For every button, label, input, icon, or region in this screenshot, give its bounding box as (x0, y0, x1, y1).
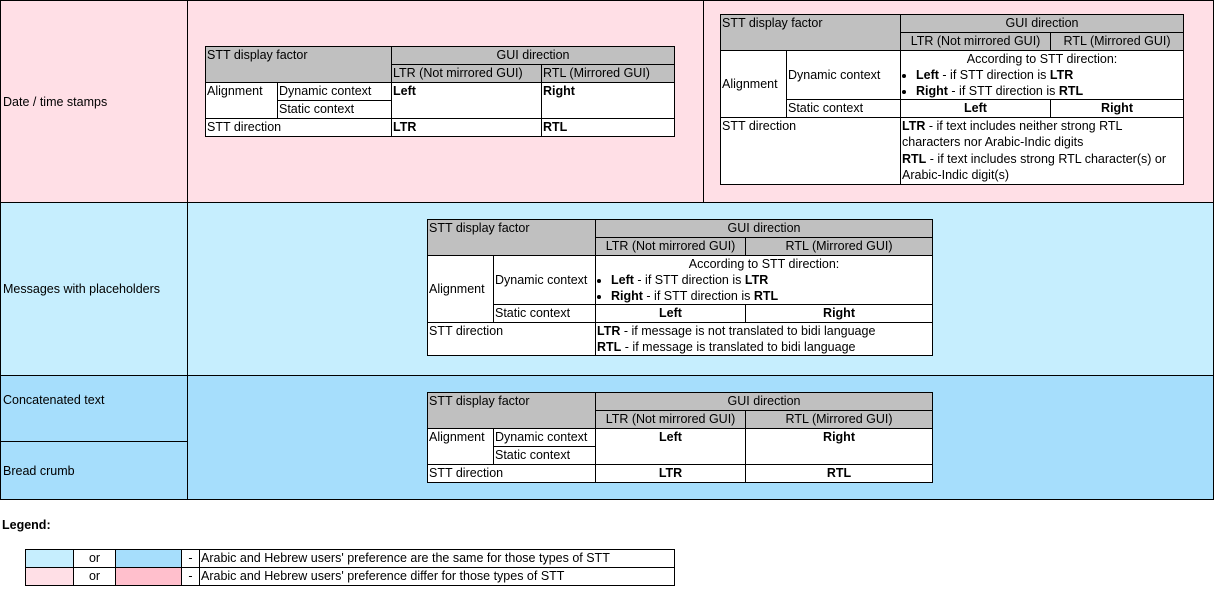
cell-left: Left (900, 99, 1052, 118)
section-divider (703, 0, 704, 202)
legend-same-text: Arabic and Hebrew users' preference are … (199, 549, 675, 568)
static-label: Static context (492, 446, 597, 465)
direction-rule: LTR - if text includes neither strong RT… (900, 117, 1185, 185)
cell-rtl: RTL (541, 118, 676, 137)
swatch-blue-dark (115, 549, 182, 568)
direction-rule: LTR - if message is not translated to bi… (595, 322, 934, 356)
row-label-text: Messages with placeholders (3, 282, 161, 296)
header-factor: STT display factor (204, 46, 393, 83)
header-gui: GUI direction (595, 219, 934, 238)
legend-dash: - (181, 567, 200, 586)
cell-right: Right (1050, 99, 1185, 118)
rule-left: Left - if STT direction is LTR (916, 67, 1182, 83)
dynamic-rule: According to STT direction: Left - if ST… (595, 255, 934, 305)
direction-label: STT direction (719, 117, 902, 185)
row-label-concat: Concatenated text (0, 375, 188, 442)
direction-label: STT direction (426, 464, 597, 483)
swatch-blue-light (25, 549, 74, 568)
static-label: Static context (785, 99, 902, 118)
legend-dash: - (181, 549, 200, 568)
header-gui: GUI direction (391, 46, 676, 65)
row-label-breadcrumb: Bread crumb (0, 441, 188, 500)
cell-left: Left (595, 428, 747, 465)
row-label-text: Concatenated text (3, 393, 105, 407)
dynamic-rule: According to STT direction: Left - if ST… (900, 50, 1185, 100)
legend-or: or (73, 549, 116, 568)
legend-differ-text: Arabic and Hebrew users' preference diff… (199, 567, 675, 586)
datetime-table-text: STT display factor GUI direction LTR (Not… (719, 14, 1185, 185)
static-label: Static context (276, 100, 393, 119)
dynamic-label: Dynamic context (492, 428, 597, 447)
static-label: Static context (492, 304, 597, 323)
header-rtl: RTL (Mirrored GUI) (745, 237, 934, 256)
legend-table: or - Arabic and Hebrew users' preference a… (25, 549, 675, 586)
concat-table: STT display factor GUI direction LTR (Not… (426, 392, 934, 483)
dynamic-label: Dynamic context (492, 255, 597, 305)
row-label-datetime: Date / time stamps (0, 0, 188, 203)
messages-table: STT display factor GUI direction LTR (Not… (426, 219, 934, 356)
legend-or: or (73, 567, 116, 586)
direction-label: STT direction (204, 118, 393, 137)
header-factor: STT display factor (426, 392, 597, 429)
header-ltr: LTR (Not mirrored GUI) (595, 410, 747, 429)
alignment-label: Alignment (205, 82, 278, 119)
dynamic-intro: According to STT direction: (688, 257, 840, 271)
dynamic-label: Dynamic context (276, 82, 393, 101)
header-rtl: RTL (Mirrored GUI) (541, 64, 676, 83)
datetime-table-mobile: STT display factor GUI direction LTR (Not… (204, 46, 676, 137)
header-rtl: RTL (Mirrored GUI) (1050, 32, 1185, 51)
header-ltr: LTR (Not mirrored GUI) (595, 237, 747, 256)
row-label-text: Date / time stamps (3, 94, 108, 109)
rule-left: Left - if STT direction is LTR (611, 272, 931, 288)
row-label-text: Bread crumb (3, 463, 75, 478)
alignment-label: Alignment (427, 428, 494, 465)
header-rtl: RTL (Mirrored GUI) (745, 410, 934, 429)
row-label-messages: Messages with placeholders (0, 202, 188, 376)
cell-right: Right (541, 82, 676, 119)
cell-right: Right (745, 304, 934, 323)
legend-row-same: or - Arabic and Hebrew users' preference a… (25, 549, 675, 568)
direction-label: STT direction (426, 322, 597, 356)
alignment-label: Alignment (427, 255, 494, 323)
header-ltr: LTR (Not mirrored GUI) (391, 64, 543, 83)
rule-right: Right - if STT direction is RTL (916, 83, 1182, 99)
cell-right: Right (745, 428, 934, 465)
legend-title: Legend: (2, 518, 51, 532)
swatch-pink-light (25, 567, 74, 586)
header-factor: STT display factor (426, 219, 597, 256)
swatch-pink-dark (115, 567, 182, 586)
header-gui: GUI direction (595, 392, 934, 411)
header-factor: STT display factor (719, 14, 902, 51)
cell-ltr: LTR (391, 118, 543, 137)
cell-left: Left (595, 304, 747, 323)
header-ltr: LTR (Not mirrored GUI) (900, 32, 1052, 51)
cell-rtl: RTL (745, 464, 934, 483)
dynamic-intro: According to STT direction: (966, 52, 1118, 66)
cell-ltr: LTR (595, 464, 747, 483)
rule-right: Right - if STT direction is RTL (611, 288, 931, 304)
alignment-label: Alignment (720, 50, 787, 118)
legend-row-differ: or - Arabic and Hebrew users' preference d… (25, 567, 675, 586)
cell-left: Left (391, 82, 543, 119)
dynamic-label: Dynamic context (785, 50, 902, 100)
header-gui: GUI direction (900, 14, 1185, 33)
